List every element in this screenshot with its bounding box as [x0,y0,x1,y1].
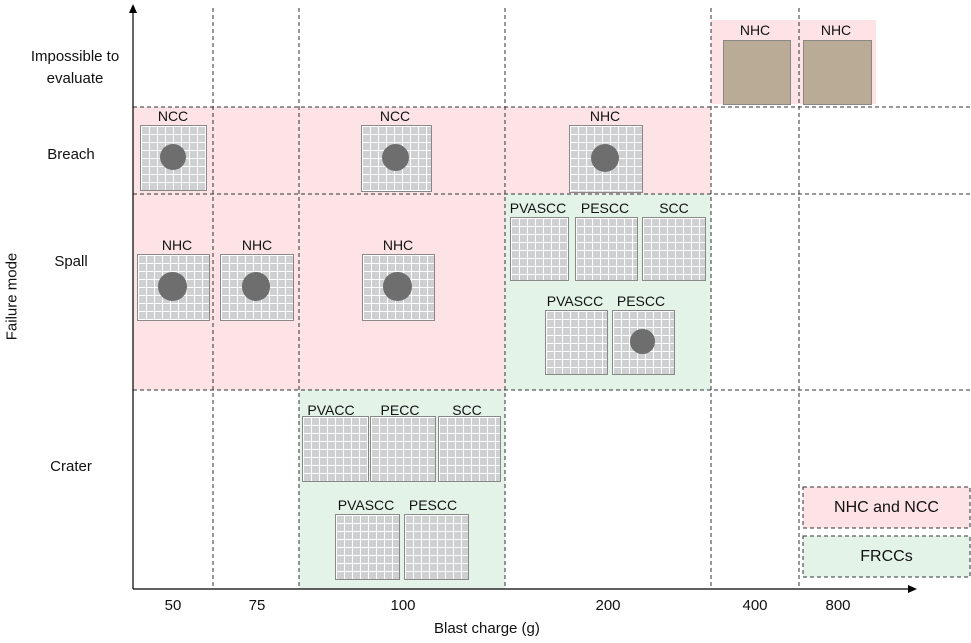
specimen-photo [510,217,569,281]
specimen-label: NHC [242,237,272,253]
specimen-photo [302,416,369,482]
x-tick-label: 800 [825,597,850,614]
specimen-photo [438,416,501,482]
specimen-photo [575,217,638,281]
specimen-photo [370,416,436,482]
legend-label: NHC and NCC [803,487,970,528]
specimen-photo [404,514,469,580]
arrow [129,4,137,13]
specimen-label: SCC [659,200,689,216]
specimen-label: PESCC [581,200,629,216]
y-tick-label: Breach [16,144,126,166]
x-tick-label: 400 [742,597,767,614]
specimen-photo [545,310,608,375]
specimen-photo [723,40,791,105]
specimen-label: NHC [590,108,620,124]
damage [630,329,654,353]
damage [158,272,186,300]
specimen-photo [803,40,872,105]
diagram: Blast charge (g) Failure mode 5075100200… [0,0,971,643]
y-tick-label: Crater [16,456,126,478]
x-tick-label: 200 [595,597,620,614]
damage [160,144,186,170]
specimen-label: PVASCC [338,497,395,513]
x-tick-label: 100 [390,597,415,614]
x-tick-label: 50 [165,597,182,614]
y-tick-label: Spall [16,251,126,273]
damage [383,272,411,300]
y-tick-label: Impossible to evaluate [20,46,130,90]
specimen-photo [335,514,400,580]
specimen-label: NHC [383,237,413,253]
specimen-label: NCC [380,108,410,124]
specimen-label: PVASCC [510,200,567,216]
specimen-label: PVASCC [547,293,604,309]
specimen-photo [642,217,706,281]
specimen-label: NHC [740,22,770,38]
specimen-label: NHC [821,22,851,38]
damage [242,272,271,301]
specimen-label: NHC [162,237,192,253]
arrow [908,585,917,593]
specimen-label: NCC [158,108,188,124]
legend-label: FRCCs [803,536,970,577]
specimen-label: PESCC [617,293,665,309]
x-axis-title: Blast charge (g) [434,620,540,637]
x-tick-label: 75 [249,597,266,614]
specimen-label: PESCC [409,497,457,513]
